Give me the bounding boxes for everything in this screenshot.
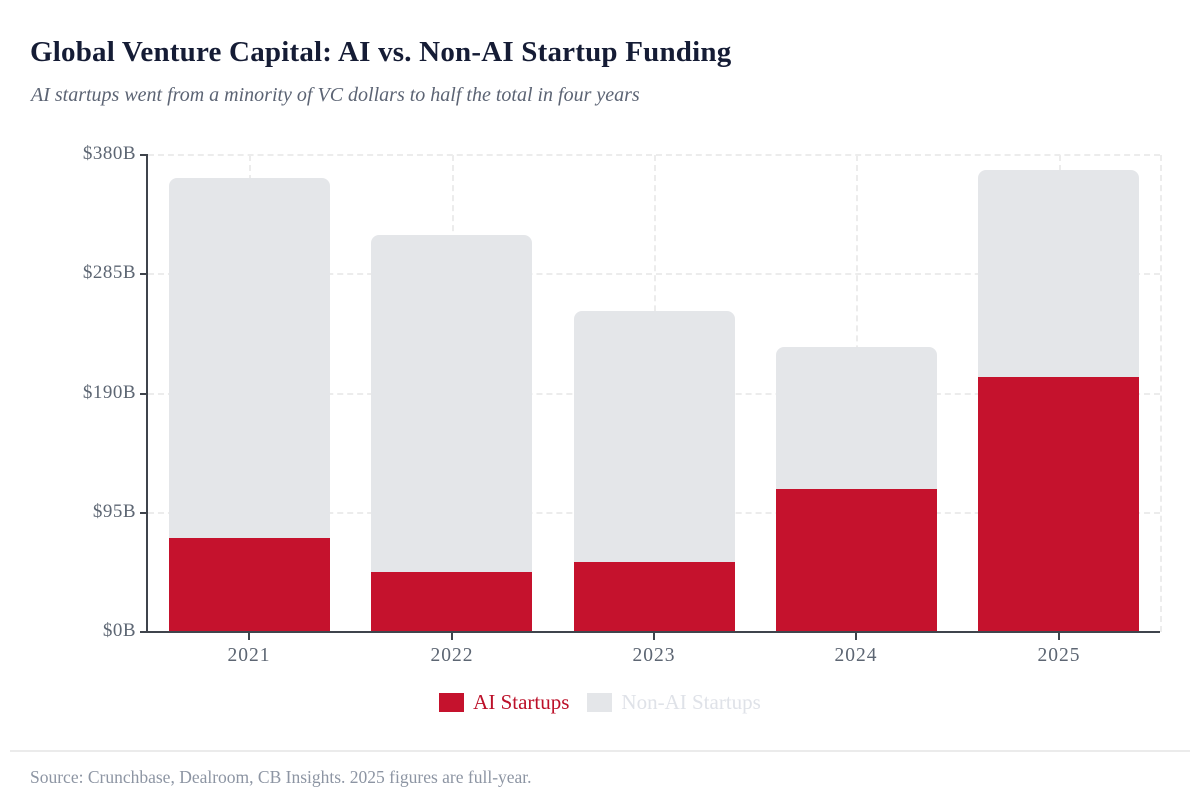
bar-segment-non-ai-2021 (169, 178, 330, 538)
x-axis-line (146, 631, 1160, 633)
y-axis-line (146, 155, 148, 633)
legend-swatch-non-ai-color (587, 693, 613, 712)
chart-title: Global Venture Capital: AI vs. Non-AI St… (30, 36, 732, 68)
bar-segment-ai-2021 (169, 538, 330, 632)
bar-segment-non-ai-2023 (574, 311, 735, 562)
footer-divider (10, 750, 1190, 752)
y-tick-mark (140, 154, 148, 156)
legend: AI Startups Non-AI Startups (0, 690, 1200, 715)
bar-segment-ai-2023 (574, 562, 735, 632)
x-axis-label: 2024 (834, 645, 878, 666)
x-tick-mark (451, 633, 453, 640)
legend-label-ai: AI Startups (473, 690, 570, 714)
y-tick-mark (140, 393, 148, 395)
chart-subtitle: AI startups went from a minority of VC d… (31, 84, 640, 106)
legend-item-ai: AI Startups (439, 690, 569, 715)
bar-segment-ai-2025 (978, 377, 1139, 632)
bar-segment-ai-2022 (371, 572, 532, 632)
x-axis-label: 2022 (430, 645, 474, 666)
y-tick-label: $95B (92, 501, 136, 522)
y-tick-label: $0B (102, 620, 136, 641)
y-tick-mark (140, 631, 148, 633)
y-tick-label: $380B (82, 143, 136, 164)
legend-item-non-ai: Non-AI Startups (587, 690, 761, 715)
x-tick-mark (653, 633, 655, 640)
x-tick-mark (1058, 633, 1060, 640)
x-axis-label: 2021 (227, 645, 271, 666)
y-tick-label: $285B (82, 262, 136, 283)
x-gridline (1160, 155, 1162, 632)
legend-swatch-ai-color (439, 693, 465, 712)
source-note: Source: Crunchbase, Dealroom, CB Insight… (30, 767, 532, 787)
bar-segment-non-ai-2022 (371, 235, 532, 572)
x-axis-label: 2025 (1037, 645, 1081, 666)
y-tick-label: $190B (82, 382, 136, 403)
x-axis-label: 2023 (632, 645, 676, 666)
legend-label-non-ai: Non-AI Startups (621, 690, 761, 714)
y-tick-mark (140, 273, 148, 275)
y-tick-mark (140, 512, 148, 514)
x-tick-mark (855, 633, 857, 640)
x-tick-mark (248, 633, 250, 640)
bar-segment-non-ai-2025 (978, 170, 1139, 377)
bar-segment-ai-2024 (776, 489, 937, 632)
bar-segment-non-ai-2024 (776, 347, 937, 489)
